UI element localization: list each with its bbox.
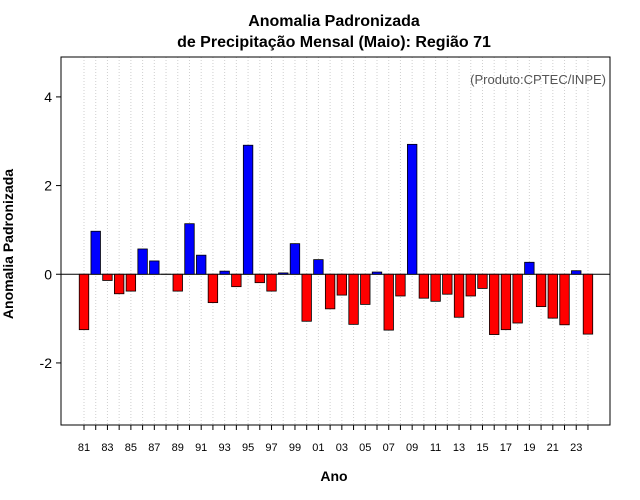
x-tick-label: 91 <box>195 442 207 454</box>
y-tick-label: 2 <box>44 178 52 194</box>
bar-90 <box>184 223 195 275</box>
x-tick-label: 03 <box>336 442 348 454</box>
bar-21 <box>547 273 558 319</box>
plot-frame <box>60 56 611 426</box>
bar-20 <box>535 273 547 308</box>
y-tick-label: 4 <box>44 89 52 105</box>
bar-16 <box>489 273 500 335</box>
bar-09 <box>407 143 418 275</box>
bar-87 <box>149 260 160 275</box>
x-tick-label: 97 <box>265 442 277 454</box>
bar-84 <box>114 273 125 295</box>
x-tick-label: 93 <box>219 442 231 454</box>
bar-10 <box>418 273 430 299</box>
x-tick-label: 15 <box>476 442 488 454</box>
bar-07 <box>383 273 394 331</box>
bar-95 <box>242 144 254 275</box>
x-tick-label: 17 <box>500 442 512 454</box>
bar-82 <box>90 230 101 275</box>
bar-01 <box>313 259 324 275</box>
x-tick-label: 09 <box>406 442 418 454</box>
bar-13 <box>453 273 465 318</box>
bar-83 <box>102 273 113 281</box>
bars <box>78 143 594 335</box>
bar-23 <box>571 270 582 275</box>
source-annotation: (Produto:CPTEC/INPE) <box>470 72 606 87</box>
x-tick-label: 01 <box>312 442 324 454</box>
x-axis-title: Ano <box>320 468 347 484</box>
bar-22 <box>559 273 570 326</box>
y-axis: -2 0 2 4 <box>40 89 61 371</box>
bar-99 <box>289 243 301 275</box>
bar-98 <box>278 272 289 275</box>
bar-11 <box>430 273 441 302</box>
gridlines <box>83 57 589 425</box>
chart-title: Anomalia Padronizada <box>248 13 420 30</box>
chart-subtitle: de Precipitação Mensal (Maio): Região 71 <box>177 34 491 51</box>
bar-12 <box>442 273 453 295</box>
x-tick-label: 87 <box>148 442 160 454</box>
x-tick-label: 05 <box>359 442 371 454</box>
bar-06 <box>371 271 383 275</box>
bar-81 <box>78 273 90 331</box>
bar-15 <box>477 273 488 289</box>
x-tick-label: 21 <box>547 442 559 454</box>
x-axis: 81 83 85 87 89 91 93 95 97 99 01 03 05 07 09 11 13 15 17 19… <box>78 425 589 454</box>
bar-97 <box>266 273 277 292</box>
bar-85 <box>125 273 137 292</box>
x-tick-label: 95 <box>242 442 254 454</box>
bar-04 <box>348 273 359 325</box>
y-axis-title: Anomalia Padronizada <box>0 169 16 319</box>
x-tick-label: 99 <box>289 442 301 454</box>
x-tick-label: 81 <box>78 442 90 454</box>
bar-18 <box>512 273 523 324</box>
x-tick-label: 85 <box>125 442 137 454</box>
y-tick-label: -2 <box>40 355 53 371</box>
bar-05 <box>360 273 371 305</box>
bar-93 <box>219 270 230 275</box>
bar-92 <box>207 273 219 304</box>
bar-03 <box>336 273 347 296</box>
x-tick-label: 83 <box>101 442 113 454</box>
bar-24 <box>582 273 594 335</box>
x-tick-label: 11 <box>430 442 441 454</box>
bar-91 <box>196 254 207 275</box>
x-tick-label: 07 <box>383 442 395 454</box>
bar-17 <box>500 273 512 331</box>
bar-86 <box>137 248 148 275</box>
bar-00 <box>301 273 312 322</box>
bar-02 <box>324 273 336 310</box>
x-tick-label: 89 <box>172 442 184 454</box>
x-tick-label: 19 <box>523 442 535 454</box>
bar-96 <box>254 273 265 284</box>
y-tick-label: 0 <box>44 266 52 282</box>
bar-89 <box>172 273 183 292</box>
bar-08 <box>395 273 406 297</box>
bar-14 <box>465 273 476 297</box>
x-tick-label: 23 <box>570 442 582 454</box>
bar-94 <box>231 273 242 288</box>
x-tick-label: 13 <box>453 442 465 454</box>
bar-19 <box>524 261 535 275</box>
